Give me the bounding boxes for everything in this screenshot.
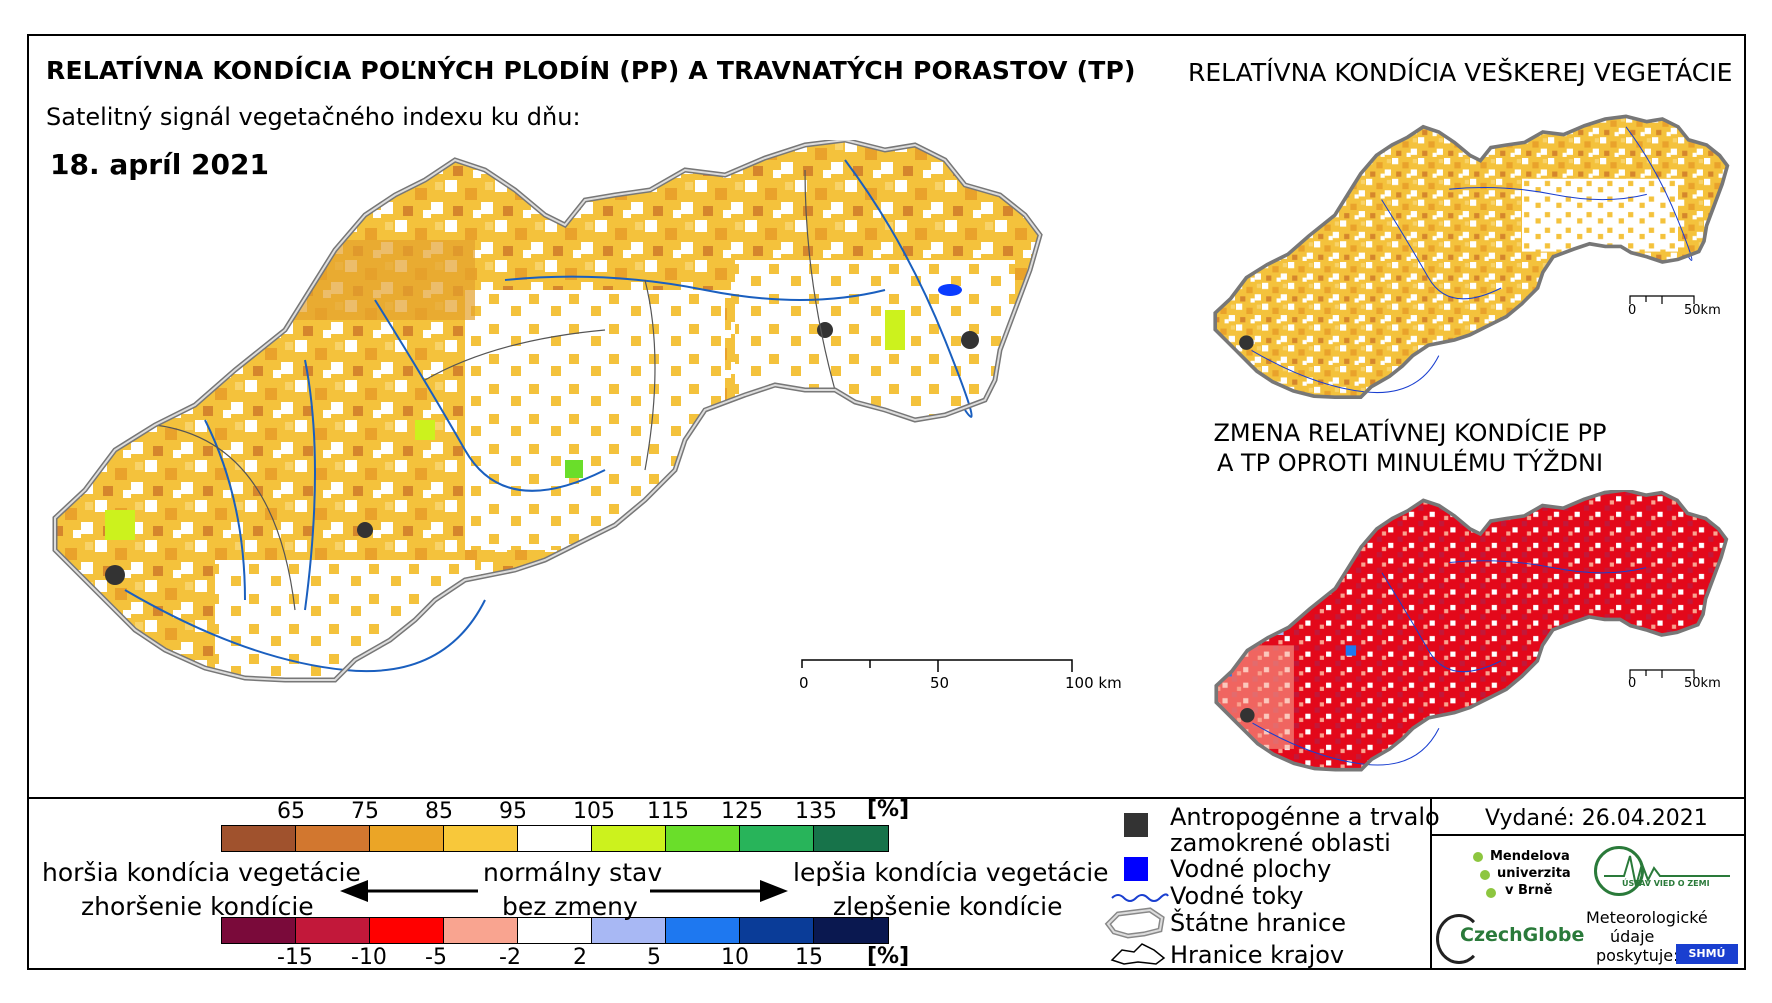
- condition-swatch-2: [370, 826, 444, 851]
- right-arrow: [650, 880, 788, 902]
- change-value-6: 10: [721, 945, 749, 970]
- main-scalebar: [801, 659, 1073, 672]
- vegetation-condition-map: [1213, 114, 1730, 400]
- anthropogenic-swatch: [1124, 813, 1148, 837]
- condition-value-3: 95: [499, 799, 527, 824]
- main-condition-map: [45, 140, 1185, 780]
- main-title: RELATÍVNA KONDÍCIA POĽNÝCH PLODÍN (PP) A…: [46, 56, 1136, 85]
- meteo-line-3: poskytuje:: [1596, 946, 1679, 965]
- rivers-label: Vodné toky: [1170, 882, 1304, 910]
- change-map-title: ZMENA RELATÍVNEJ KONDÍCIE PP A TP OPROTI…: [1213, 419, 1607, 477]
- condition-swatch-8: [814, 826, 888, 851]
- scale-50: 50: [930, 674, 950, 692]
- chg-scale-0: 0: [1628, 676, 1637, 691]
- meteo-line-2: údaje: [1610, 927, 1655, 946]
- change-swatch-8: [814, 918, 888, 943]
- left-arrow: [340, 880, 478, 902]
- normal-state-label: normálny stav: [483, 858, 663, 887]
- condition-swatch-0: [222, 826, 296, 851]
- czechglobe-text: CzechGlobe: [1460, 924, 1585, 946]
- change-swatch-5: [592, 918, 666, 943]
- river-icon: [1111, 893, 1169, 902]
- better-condition-label: lepšia kondícia vegetácie: [793, 858, 1109, 887]
- mendel-line-1: Mendelova: [1490, 849, 1570, 864]
- better-change-label: zlepšenie kondície: [833, 892, 1063, 921]
- change-value-7: 15: [795, 945, 823, 970]
- condition-value-4: 105: [573, 799, 615, 824]
- issued-bottom-divider: [1430, 834, 1746, 836]
- condition-swatch-4: [518, 826, 592, 851]
- condition-value-2: 85: [425, 799, 453, 824]
- change-swatch-4: [518, 918, 592, 943]
- condition-value-7: 135: [795, 799, 837, 824]
- change-swatch-7: [740, 918, 814, 943]
- change-swatch-1: [296, 918, 370, 943]
- change-scalebar: [1629, 669, 1695, 678]
- worse-change-label: zhoršenie kondície: [81, 892, 314, 921]
- state-border-icon: [1104, 907, 1165, 939]
- issued-divider: [1430, 797, 1432, 970]
- change-swatch-0: [222, 918, 296, 943]
- meteo-line-1: Meteorologické: [1586, 908, 1708, 927]
- condition-value-0: 65: [277, 799, 305, 824]
- change-unit: [%]: [867, 944, 910, 969]
- date-label: 18. apríl 2021: [50, 148, 269, 181]
- condition-value-5: 115: [647, 799, 689, 824]
- anthropogenic-label-1: Antropogénne a trvalo: [1170, 803, 1440, 831]
- state-border-label: Štátne hranice: [1170, 909, 1346, 937]
- worse-condition-label: horšia kondícia vegetácie: [42, 858, 361, 887]
- subtitle: Satelitný signál vegetačného indexu ku d…: [46, 103, 581, 131]
- condition-value-6: 125: [721, 799, 763, 824]
- no-change-label: bez zmeny: [502, 892, 638, 921]
- mendel-line-2: univerzita: [1497, 866, 1571, 881]
- veg-scale-0: 0: [1628, 303, 1637, 318]
- water-area-label: Vodné plochy: [1170, 855, 1332, 883]
- legend-divider: [27, 797, 1746, 799]
- region-border-icon: [1110, 943, 1166, 965]
- change-value-4: 2: [573, 945, 587, 970]
- issued-date: Vydané: 26.04.2021: [1485, 806, 1708, 831]
- change-value-5: 5: [647, 945, 661, 970]
- condition-value-1: 75: [351, 799, 379, 824]
- veg-scale-50: 50km: [1684, 303, 1721, 318]
- map-frame: [27, 34, 1746, 970]
- condition-color-bar: [221, 825, 889, 852]
- scale-100: 100 km: [1065, 674, 1122, 692]
- mendel-line-3: v Brně: [1505, 883, 1553, 898]
- change-color-bar: [221, 917, 889, 944]
- scale-0: 0: [799, 674, 809, 692]
- condition-swatch-3: [444, 826, 518, 851]
- change-swatch-3: [444, 918, 518, 943]
- anthropogenic-label-2: zamokrené oblasti: [1170, 829, 1391, 857]
- condition-swatch-7: [740, 826, 814, 851]
- condition-swatch-6: [666, 826, 740, 851]
- vegetation-map-title: RELATÍVNA KONDÍCIA VEŠKEREJ VEGETÁCIE: [1188, 58, 1733, 87]
- change-swatch-6: [666, 918, 740, 943]
- condition-unit: [%]: [867, 797, 910, 822]
- shmu-logo: SHMÚ: [1676, 944, 1738, 964]
- condition-swatch-5: [592, 826, 666, 851]
- vegetation-scalebar: [1629, 295, 1695, 304]
- region-border-label: Hranice krajov: [1170, 941, 1345, 969]
- condition-swatch-1: [296, 826, 370, 851]
- change-value-3: -2: [499, 945, 521, 970]
- change-value-2: -5: [425, 945, 447, 970]
- change-condition-map: [1214, 490, 1729, 772]
- change-swatch-2: [370, 918, 444, 943]
- change-value-0: -15: [277, 945, 313, 970]
- change-value-1: -10: [351, 945, 387, 970]
- chg-scale-50: 50km: [1684, 676, 1721, 691]
- water-area-swatch: [1124, 857, 1148, 881]
- ustav-text: ÚSTAV VIED O ZEMI: [1622, 879, 1710, 888]
